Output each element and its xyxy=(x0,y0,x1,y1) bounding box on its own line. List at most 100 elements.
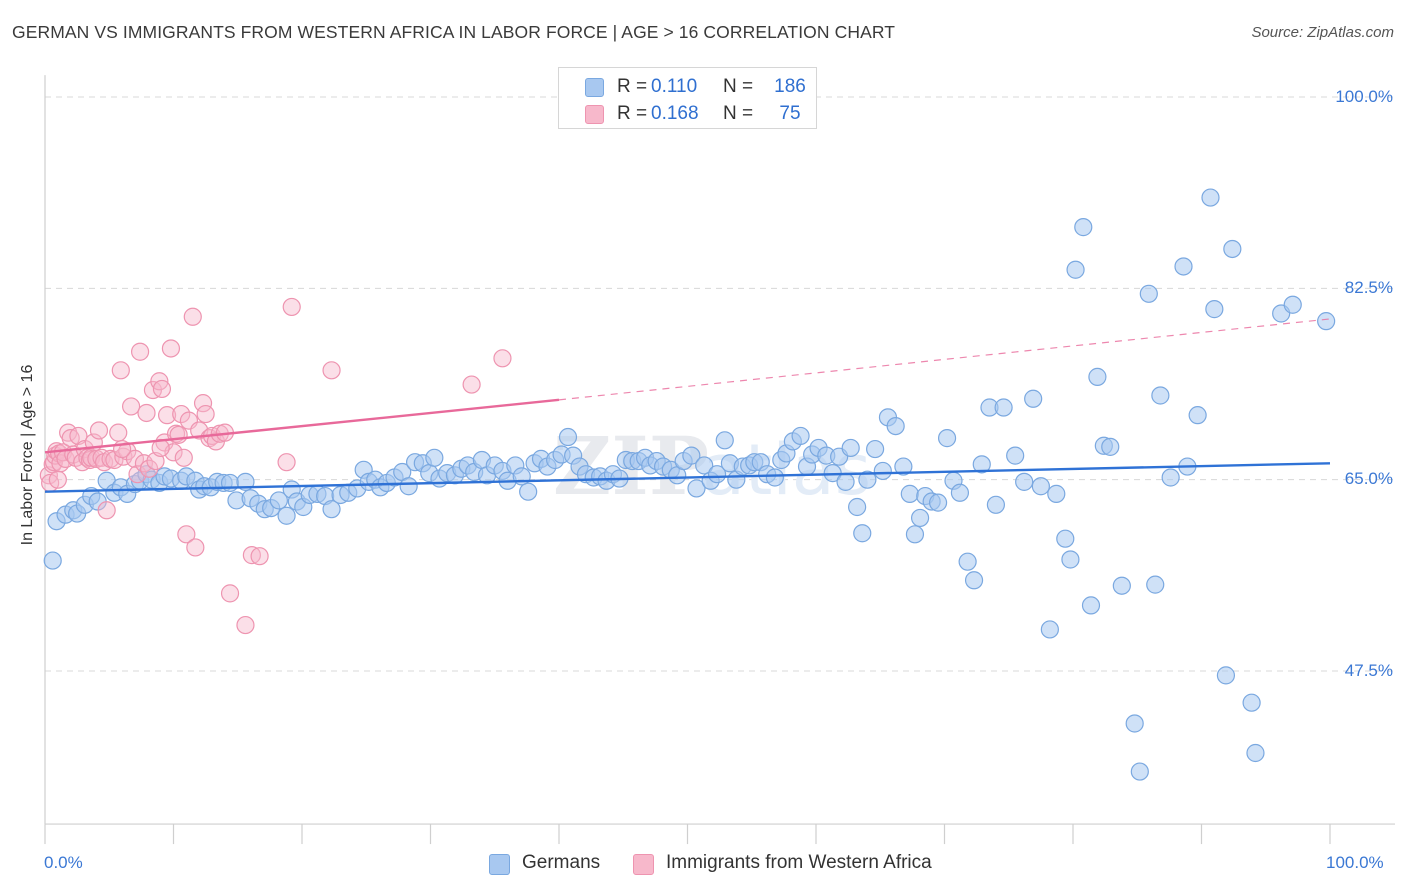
germans-point xyxy=(1024,389,1043,408)
r-label: R = xyxy=(617,103,648,124)
western-africa-point xyxy=(97,501,116,520)
western-africa-point xyxy=(89,421,109,440)
germans-point xyxy=(558,427,578,447)
y-tick-label-65: 65.0% xyxy=(1344,469,1393,488)
r-value: 0.168 xyxy=(651,103,699,124)
germans-point xyxy=(986,495,1006,514)
germans-points xyxy=(43,188,1336,781)
germans-point xyxy=(866,439,885,459)
germans-point xyxy=(858,470,877,489)
germans-point xyxy=(910,508,930,528)
western-africa-point xyxy=(322,361,341,380)
germans-point xyxy=(836,472,855,491)
y-tick-label-82-5: 82.5% xyxy=(1344,278,1393,297)
western-africa-trend-extension xyxy=(558,318,1331,401)
stats-legend: R = 0.110 N = 186 R = 0.168 N = 75 xyxy=(558,67,817,129)
germans-point xyxy=(695,456,714,475)
germans-point xyxy=(1074,218,1093,237)
western-africa-swatch xyxy=(585,105,604,124)
western-africa-point xyxy=(109,423,128,442)
germans-point xyxy=(1040,620,1059,639)
western-africa-point xyxy=(183,307,202,326)
western-africa-point xyxy=(177,525,196,544)
germans-point xyxy=(1242,693,1261,712)
western-africa-point xyxy=(130,342,150,361)
germans-point xyxy=(715,431,734,450)
western-africa-point xyxy=(169,425,188,444)
germans-legend-label: Germans xyxy=(522,852,601,873)
germans-point xyxy=(873,461,892,481)
grid-lines xyxy=(45,96,1395,672)
western-africa-point xyxy=(186,538,205,557)
germans-point xyxy=(1056,529,1075,548)
x-tick-label-right: 100.0% xyxy=(1326,853,1384,872)
germans-point xyxy=(322,500,341,519)
y-axis-title: In Labor Force | Age > 16 xyxy=(19,364,36,546)
germans-point xyxy=(1188,406,1207,425)
germans-point xyxy=(1174,257,1193,276)
n-label: N = xyxy=(723,76,754,97)
western-africa-point xyxy=(125,449,145,468)
germans-point xyxy=(519,482,538,501)
germans-point xyxy=(937,429,957,448)
germans-point xyxy=(1161,468,1180,487)
germans-point xyxy=(43,551,62,570)
germans-point xyxy=(928,493,948,512)
western-africa-point xyxy=(157,406,177,425)
germans-point xyxy=(958,552,977,571)
germans-trend-line xyxy=(44,462,1331,493)
western-africa-point xyxy=(134,454,154,473)
western-africa-legend-swatch xyxy=(633,854,654,875)
trend-lines xyxy=(44,318,1331,493)
western-africa-point xyxy=(250,547,269,566)
western-africa-point xyxy=(128,465,147,484)
germans-point xyxy=(1088,367,1107,386)
western-africa-points xyxy=(39,297,512,635)
western-africa-point xyxy=(242,546,261,565)
n-value: 75 xyxy=(779,103,801,124)
germans-point xyxy=(425,448,444,467)
germans-point xyxy=(841,438,860,458)
germans-point xyxy=(1317,312,1336,331)
germans-point xyxy=(853,524,872,543)
germans-point xyxy=(399,477,418,496)
germans-point xyxy=(1246,743,1265,763)
r-label: R = xyxy=(617,76,648,97)
germans-point xyxy=(964,571,984,590)
germans-point xyxy=(1015,472,1034,491)
germans-point xyxy=(905,525,925,544)
germans-legend-swatch xyxy=(489,854,510,875)
germans-point xyxy=(1201,188,1220,207)
germans-point xyxy=(765,468,784,487)
western-africa-point xyxy=(282,297,301,317)
germans-point xyxy=(1081,596,1101,615)
western-africa-point xyxy=(277,453,296,472)
germans-point xyxy=(1101,437,1120,456)
germans-point xyxy=(1216,666,1236,685)
western-africa-point xyxy=(493,349,512,368)
germans-point xyxy=(1066,260,1085,279)
source-label: Source: ZipAtlas.com xyxy=(1251,24,1394,41)
n-value: 186 xyxy=(774,76,806,97)
western-africa-point xyxy=(174,448,193,467)
germans-point xyxy=(1205,300,1224,319)
germans-point xyxy=(687,479,706,498)
germans-point xyxy=(269,491,288,510)
germans-point xyxy=(791,426,810,446)
western-africa-point xyxy=(462,375,481,394)
r-value: 0.110 xyxy=(651,76,698,97)
germans-point xyxy=(886,416,905,436)
western-africa-point xyxy=(152,379,172,399)
western-africa-point xyxy=(137,403,156,423)
germans-point xyxy=(682,446,701,465)
germans-point xyxy=(900,484,919,503)
x-tick-label-left: 0.0% xyxy=(44,853,83,872)
western-africa-legend-label: Immigrants from Western Africa xyxy=(666,852,932,873)
western-africa-point xyxy=(193,394,213,413)
germans-point xyxy=(707,465,727,484)
y-tick-label-100: 100.0% xyxy=(1335,87,1393,106)
western-africa-trend-line xyxy=(44,398,560,454)
germans-point xyxy=(848,497,867,517)
germans-swatch xyxy=(585,78,604,97)
germans-point xyxy=(1006,446,1025,465)
